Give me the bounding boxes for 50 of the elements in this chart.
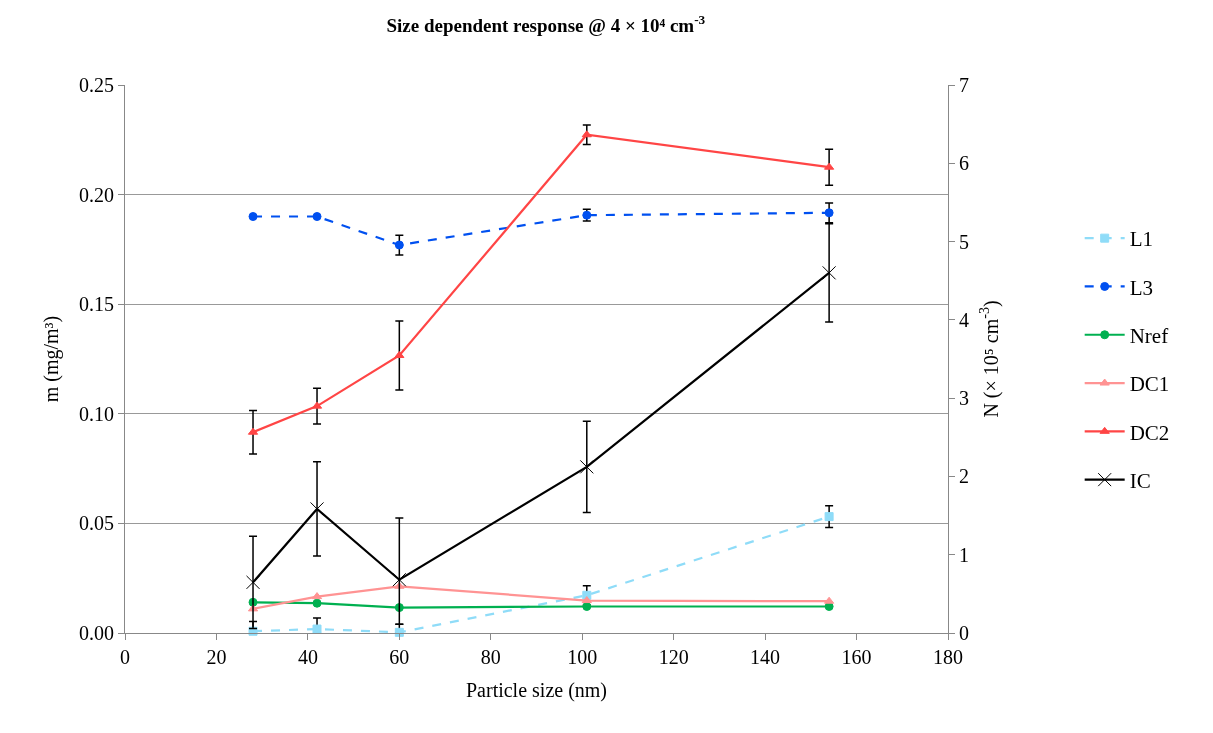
point — [822, 265, 837, 280]
point — [579, 459, 594, 474]
y-tick-label: 0.25 — [79, 74, 114, 96]
point — [824, 512, 834, 522]
x-tick-label: 100 — [567, 646, 598, 668]
point — [824, 596, 835, 604]
y-tick-label: 0.05 — [79, 512, 114, 535]
x-axis-title: Particle size (nm) — [465, 678, 608, 702]
point — [392, 572, 407, 587]
point — [824, 162, 835, 170]
y2-tick-label: 3 — [959, 387, 969, 410]
x-tick-label: 0 — [120, 646, 130, 668]
point — [581, 596, 592, 604]
legend-label: L3 — [1129, 275, 1154, 300]
point — [824, 208, 834, 218]
legend-label: Nref — [1129, 323, 1169, 348]
point — [312, 598, 322, 608]
x-tick-label: 60 — [389, 646, 410, 668]
y2-tick-label: 7 — [959, 74, 969, 96]
point — [310, 501, 325, 516]
point — [394, 240, 404, 250]
x-tick-label: 180 — [933, 646, 963, 668]
y-tick-label: 0.15 — [79, 293, 114, 316]
point — [312, 624, 322, 634]
chart-title: Size dependent response @ 4 × 10⁴ cm$^{-3}$ — [386, 11, 706, 36]
point — [312, 212, 322, 222]
legend-label: IC — [1129, 468, 1151, 493]
y2-tick-label: 2 — [959, 465, 969, 488]
y-tick-label: 0.00 — [79, 622, 114, 644]
point — [581, 130, 592, 138]
x-tick-label: 40 — [297, 646, 318, 668]
y2-tick-label: 5 — [959, 230, 969, 253]
legend-label: DC1 — [1129, 372, 1170, 397]
point — [248, 212, 258, 222]
y2-tick-label: 4 — [959, 308, 969, 331]
x-tick-label: 80 — [480, 646, 501, 668]
y2-tick-label: 6 — [959, 152, 969, 175]
y-tick-label: 0.20 — [79, 183, 114, 206]
x-tick-label: 160 — [841, 646, 872, 668]
point — [246, 575, 261, 590]
legend-label: L1 — [1129, 227, 1154, 252]
y2-tick-label: 1 — [959, 543, 969, 566]
point — [394, 350, 405, 358]
y2-tick-label: 0 — [959, 622, 969, 644]
y-axis-title: m (mg/m³) — [39, 315, 63, 403]
legend-label: DC2 — [1129, 420, 1170, 445]
x-tick-label: 20 — [206, 646, 227, 668]
x-tick-label: 120 — [658, 646, 689, 668]
y-tick-label: 0.10 — [79, 402, 114, 425]
x-tick-label: 140 — [750, 646, 781, 668]
